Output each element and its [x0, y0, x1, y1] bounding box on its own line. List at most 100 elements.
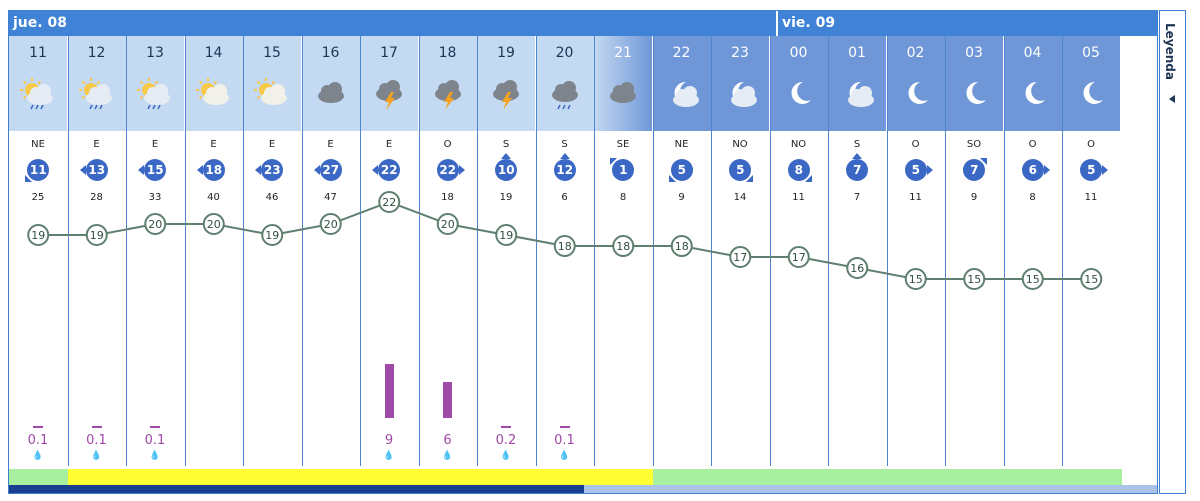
hour-label: 01 [848, 45, 866, 61]
column-divider [67, 36, 69, 466]
wind-speed-badge: 8 [787, 159, 810, 181]
column-divider [360, 36, 361, 466]
precipitation-value: 6 [443, 433, 452, 448]
wind-gust-value: 25 [31, 192, 45, 203]
temperature-value: 19 [265, 229, 279, 242]
temperature-point [495, 224, 518, 246]
temperature-point [612, 235, 635, 257]
day-separator [776, 11, 778, 36]
wind-speed-badge: 5 [670, 159, 693, 181]
temperature-point [846, 257, 869, 279]
legend-tab[interactable]: Leyenda [1159, 10, 1186, 494]
condition-band [535, 469, 595, 486]
temperature-value: 15 [967, 273, 981, 286]
hour-cell: 22 [652, 36, 711, 131]
day-label-thursday: jue. 08 [13, 15, 67, 31]
column-divider [1003, 36, 1005, 466]
hour-label: 04 [1023, 45, 1042, 61]
precipitation-marker [559, 426, 570, 428]
column-divider [828, 36, 829, 466]
precipitation-value: 0.2 [495, 433, 517, 448]
wind-direction-arrow-icon [559, 153, 570, 159]
condition-band [243, 469, 303, 486]
moon-cloud-icon [664, 78, 700, 110]
raindrops-icon: 💧 [90, 451, 103, 461]
wind-speed-badge: 15 [144, 159, 167, 181]
wind-direction-arrow-icon [138, 165, 145, 175]
wind-speed-badge: 11 [27, 159, 50, 181]
hour-cell: 16 [301, 36, 360, 131]
sun-cloud-icon [195, 78, 232, 110]
condition-band [477, 469, 537, 486]
temperature-value: 15 [909, 273, 923, 286]
raindrops-icon: 💧 [500, 451, 512, 461]
wind-direction-arrow-icon [668, 175, 676, 182]
wind-speed-badge: 5 [904, 159, 927, 181]
moon-icon [1015, 78, 1051, 110]
hour-label: 15 [263, 45, 281, 61]
day-label-friday: vie. 09 [782, 15, 836, 31]
wind-gust-value: 7 [853, 192, 861, 203]
column-divider [945, 36, 946, 466]
condition-band [184, 469, 244, 486]
raindrops-icon: 💧 [383, 451, 395, 461]
precipitation-bar [384, 364, 394, 418]
temperature-point [670, 235, 693, 257]
temperature-value: 17 [733, 251, 747, 264]
temperature-point [729, 246, 752, 268]
column-divider [886, 36, 888, 466]
hour-cell: 14 [184, 36, 243, 131]
column-divider [477, 36, 478, 466]
column-divider [652, 36, 654, 466]
precipitation-value: 9 [384, 433, 394, 448]
wind-direction-label: NO [790, 139, 807, 150]
scrollbar-thumb[interactable] [9, 485, 584, 493]
wind-speed-badge: 5 [1080, 159, 1103, 181]
day-header-bar: jue. 08 vie. 09 [9, 11, 1157, 36]
horizontal-scrollbar[interactable] [9, 485, 1157, 493]
hour-label: 21 [614, 45, 632, 61]
cloud-icon [605, 78, 641, 110]
wind-speed-badge: 23 [261, 159, 284, 181]
hour-label: 17 [380, 45, 398, 61]
wind-direction-arrow-icon [501, 153, 512, 159]
wind-direction-arrow-icon [196, 165, 203, 175]
moon-cloud-icon [722, 78, 758, 110]
legend-label: Leyenda [1163, 23, 1177, 80]
wind-direction-label: O [1028, 139, 1037, 150]
temperature-value: 19 [90, 229, 104, 242]
moon-cloud-icon [839, 78, 875, 110]
raindrops-icon: 💧 [32, 451, 44, 461]
wind-gust-value: 11 [1084, 192, 1098, 203]
forecast-panel: jue. 08 vie. 09 11 12 13 14 15 16 17 18 19 20 21 22… [8, 10, 1158, 494]
column-divider [418, 36, 420, 466]
expand-arrow-icon[interactable] [1169, 95, 1175, 103]
hour-label: 18 [438, 45, 457, 61]
wind-direction-arrow-icon [372, 165, 379, 175]
raindrops-icon: 💧 [441, 451, 454, 461]
wind-gust-value: 9 [970, 192, 978, 203]
wind-direction-label: O [911, 139, 920, 150]
condition-band [594, 469, 654, 486]
wind-direction-arrow-icon [1043, 165, 1050, 175]
hour-cell: 23 [711, 36, 769, 131]
temperature-value: 18 [558, 240, 572, 253]
wind-direction-label: E [327, 139, 334, 150]
hour-label: 16 [321, 45, 340, 61]
precipitation-bar [443, 382, 453, 418]
wind-speed-badge: 10 [495, 159, 518, 181]
wind-direction-label: E [210, 139, 217, 150]
storm-rain-icon [430, 78, 466, 110]
condition-band [360, 469, 420, 486]
precipitation-value: 0.1 [144, 433, 166, 448]
temperature-point [261, 224, 284, 246]
wind-direction-arrow-icon [610, 158, 618, 165]
precipitation-marker [91, 426, 102, 428]
column-divider [594, 36, 595, 466]
wind-speed-badge: 7 [846, 159, 869, 181]
moon-icon [1073, 78, 1109, 110]
cloud-rain-icon [547, 78, 583, 110]
temperature-value: 19 [31, 229, 45, 242]
wind-direction-arrow-icon [804, 175, 812, 182]
temperature-value: 17 [792, 251, 806, 264]
